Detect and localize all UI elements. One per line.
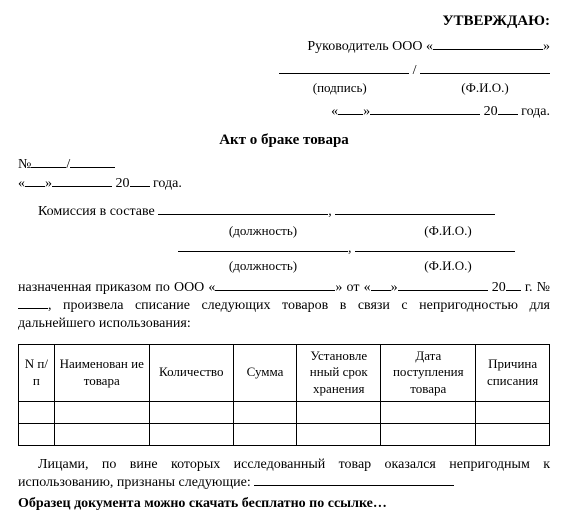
table-row [19,424,550,446]
th-reason: Причина списания [476,344,550,402]
commission-caption-1: (должность) (Ф.И.О.) [18,223,550,240]
ot2: » от « [335,280,370,295]
order-org-blank[interactable] [215,290,335,291]
order-day-blank[interactable] [371,290,391,291]
sig-caption-row: (подпись) (Ф.И.О.) [18,80,550,97]
order-num-blank[interactable] [18,308,48,309]
ot4: 20 [488,280,506,295]
th-date: Дата поступления товара [381,344,476,402]
sig-line: / [18,62,550,80]
leader-label: Руководитель ООО « [307,39,433,54]
fio-blank-2[interactable] [355,251,515,252]
day-blank[interactable] [338,114,363,115]
ot6: , произвела списание следующих товаров в… [18,298,550,331]
d-open: « [18,176,25,191]
commission-line-1: Комиссия в составе , [18,203,550,221]
approve-title: УТВЕРЖДАЮ: [442,13,550,29]
d-day-blank[interactable] [25,186,45,187]
d-year-prefix: 20 [112,176,130,191]
persons-blank[interactable] [254,485,454,486]
approve-date-line: « » 20 года. [18,103,550,121]
th-sum: Сумма [233,344,296,402]
number-prefix: № [18,157,31,172]
order-text: назначенная приказом по ООО «» от «» 20 … [18,279,550,334]
fio-caption-2: (Ф.И.О.) [368,258,528,275]
doc-date-line: « » 20 года. [18,175,550,193]
document-title: Акт о браке товара [18,131,550,151]
leader-end: » [543,39,550,54]
ot1: назначенная приказом по ООО « [18,280,215,295]
commission-line-2: , [178,240,550,258]
leader-line: Руководитель ООО « » [18,38,550,56]
num-blank-1[interactable] [31,167,66,168]
th-name: Наименован ие товара [54,344,149,402]
org-blank[interactable] [433,49,543,50]
num-blank-2[interactable] [70,167,115,168]
th-qty: Количество [149,344,233,402]
month-blank[interactable] [370,114,480,115]
ot5: г. № [521,280,550,295]
d-mid: » [45,176,52,191]
slash: / [413,63,420,78]
year-blank[interactable] [498,114,518,115]
th-num: N п/п [19,344,55,402]
ot3: » [391,280,398,295]
position-caption-1: (должность) [178,223,348,240]
sig-caption: (подпись) [275,80,405,97]
order-year-blank[interactable] [506,290,521,291]
left-block: №/ «» 20 года. [18,156,550,192]
download-text: Образец документа можно скачать бесплатн… [18,495,550,513]
fio-caption: (Ф.И.О.) [420,80,550,97]
goods-table: N п/п Наименован ие товара Количество Су… [18,344,550,447]
fio-blank[interactable] [420,73,550,74]
position-blank-2[interactable] [178,251,348,252]
d-year-blank[interactable] [130,186,150,187]
d-month-blank[interactable] [52,186,112,187]
commission-caption-2: (должность) (Ф.И.О.) [18,258,550,275]
fio-caption-1: (Ф.И.О.) [368,223,528,240]
signature-blank[interactable] [279,73,409,74]
year-prefix: 20 [480,104,498,119]
number-line: №/ [18,156,550,174]
order-month-blank[interactable] [398,290,488,291]
d-year-suffix: года. [150,176,182,191]
date-open: « [331,104,338,119]
th-term: Установле нный срок хранения [297,344,381,402]
position-blank-1[interactable] [158,214,328,215]
footer-p1: Лицами, по вине которых исследованный то… [18,456,550,492]
fio-blank-1[interactable] [335,214,495,215]
num-slash: / [66,157,70,172]
approve-block: УТВЕРЖДАЮ: [18,12,550,32]
table-row [19,402,550,424]
date-mid: » [363,104,370,119]
year-suffix: года. [518,104,550,119]
commission-label: Комиссия в составе [38,204,155,219]
position-caption-2: (должность) [178,258,348,275]
table-header-row: N п/п Наименован ие товара Количество Су… [19,344,550,402]
